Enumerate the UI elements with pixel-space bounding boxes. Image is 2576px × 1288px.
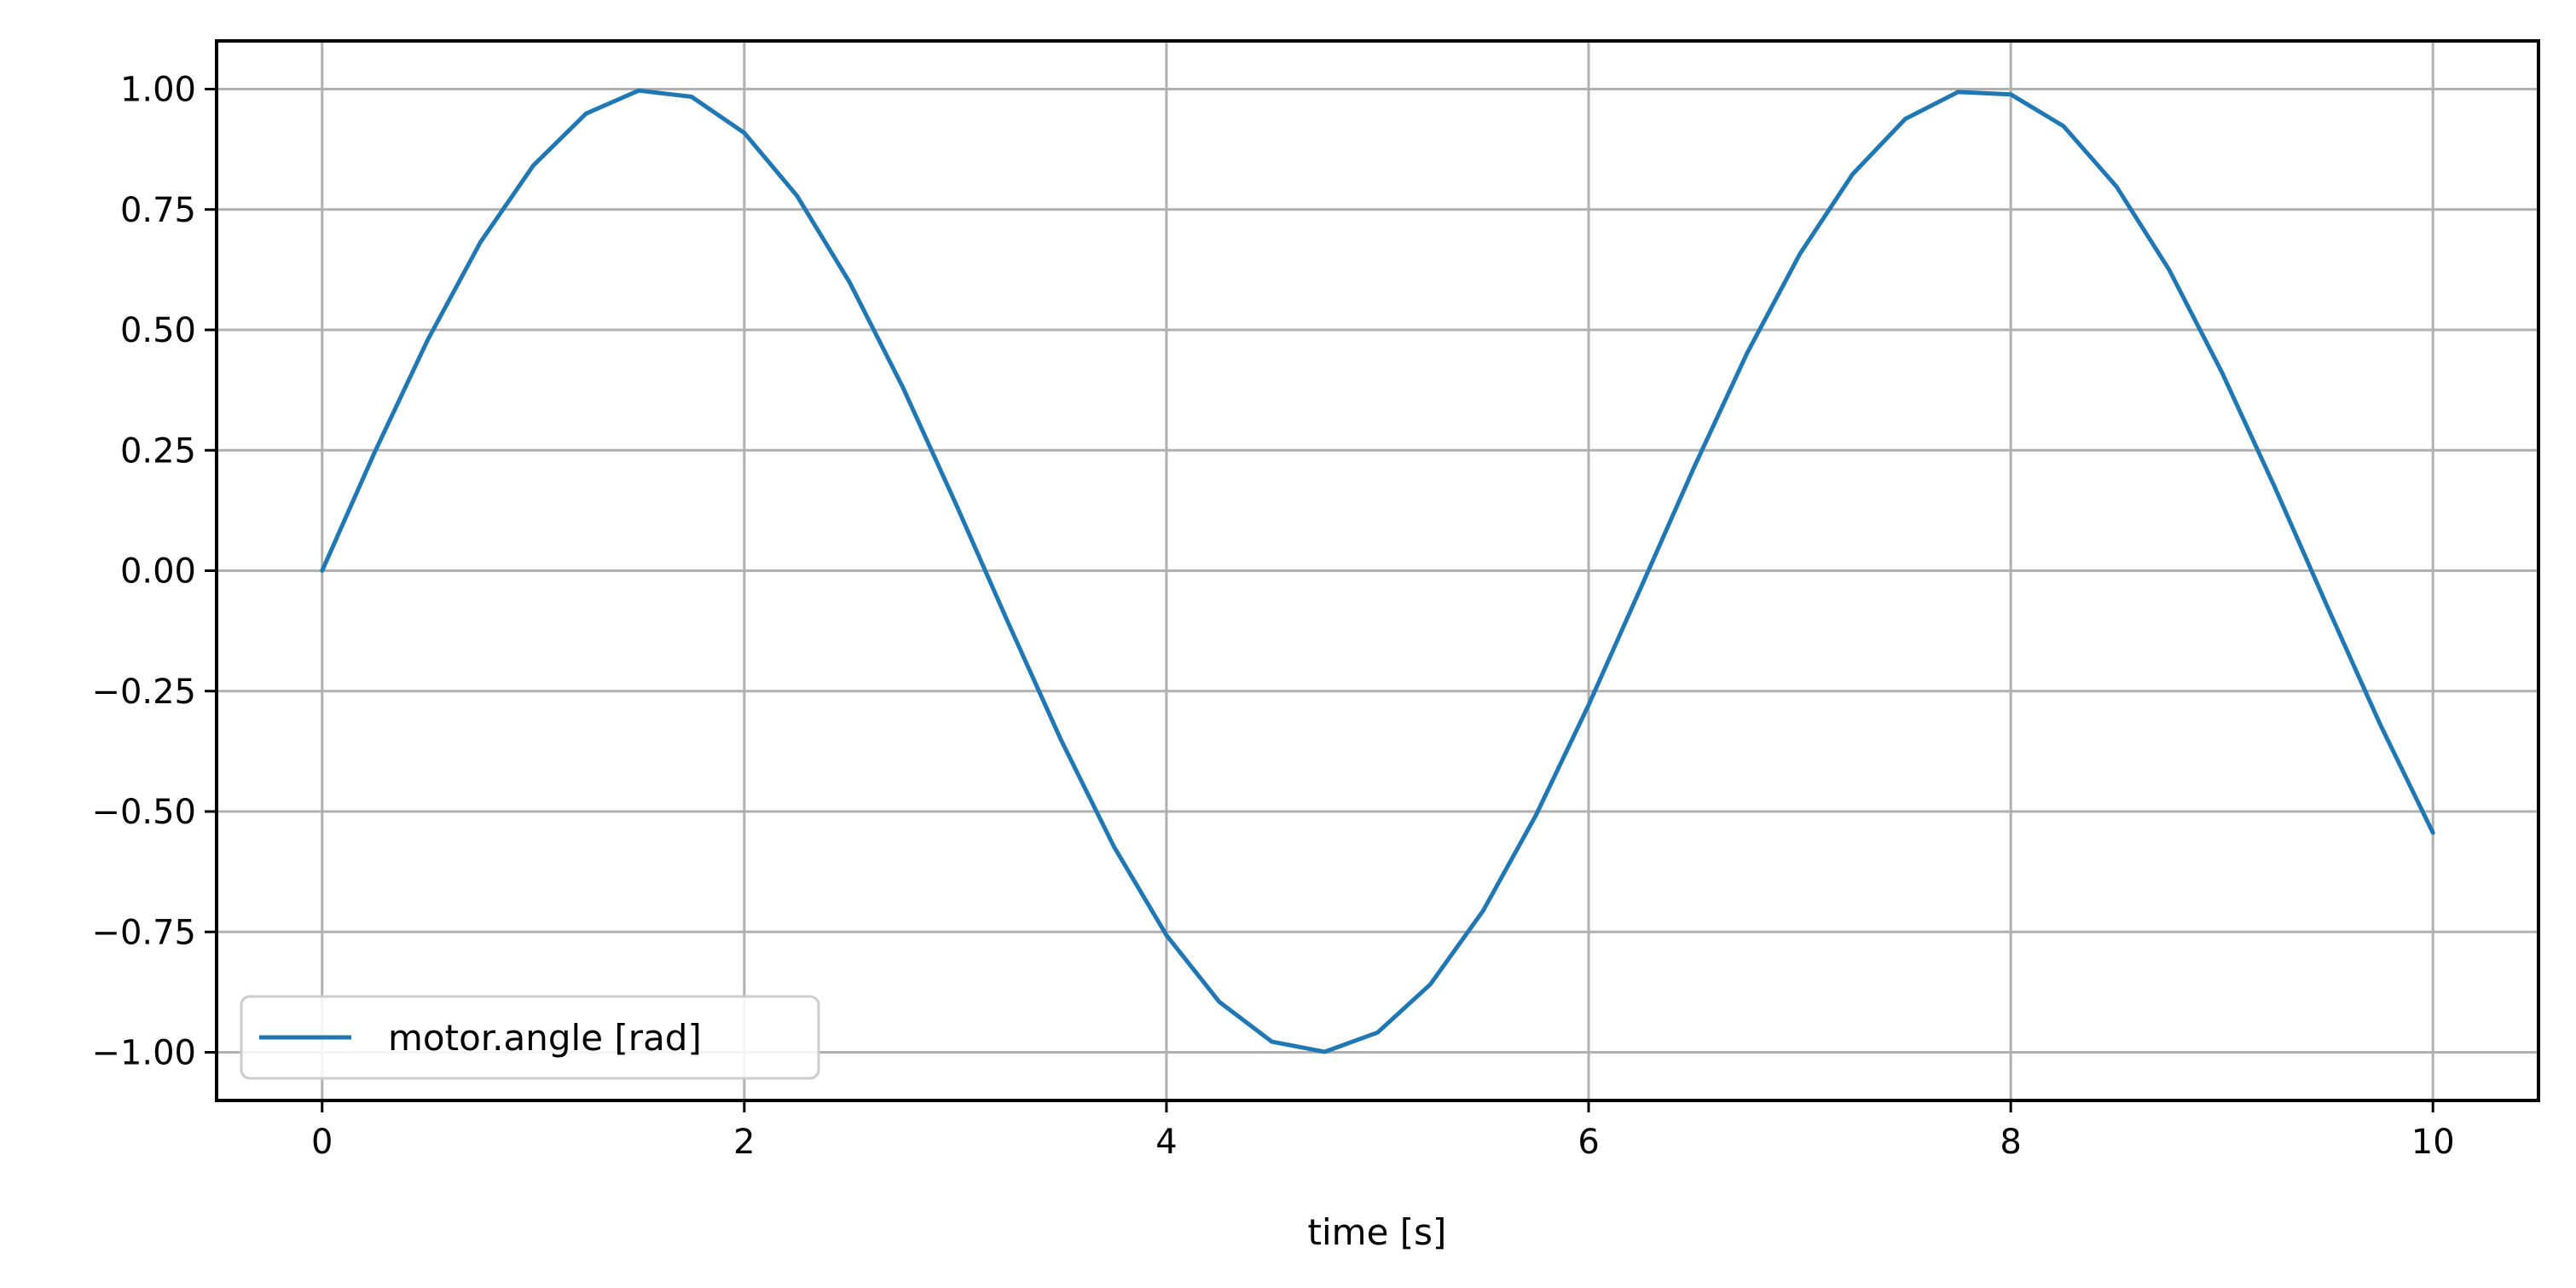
- y-tick-label: 0.50: [120, 311, 196, 350]
- x-axis-label: time [s]: [1308, 1211, 1447, 1253]
- y-tick-label: −1.00: [91, 1034, 196, 1073]
- axis-ticks: 0 2 4 6 8 10 1.00 0.75 0.50 0.25 0.00 −0.25 −0.50 −0.…: [91, 71, 2454, 1163]
- x-tick-label: 0: [311, 1123, 333, 1162]
- y-tick-label: −0.75: [91, 913, 196, 952]
- y-tick-label: 0.75: [120, 191, 196, 230]
- legend-box: [240, 995, 820, 1080]
- x-tick-label: 6: [1577, 1123, 1599, 1162]
- y-tick-label: −0.50: [91, 793, 196, 832]
- y-tick-label: −0.25: [91, 673, 196, 712]
- series-line-motor-angle: [320, 88, 2435, 1054]
- y-tick-label: 1.00: [120, 71, 196, 110]
- legend-label: motor.angle [rad]: [388, 1017, 702, 1059]
- x-tick-label: 8: [2000, 1123, 2021, 1162]
- grid: [217, 41, 2538, 1100]
- y-tick-label: 0.25: [120, 431, 196, 471]
- x-tick-label: 2: [733, 1123, 755, 1162]
- legend: motor.angle [rad]: [240, 995, 820, 1080]
- series-layer: [320, 88, 2435, 1054]
- x-tick-label: 10: [2411, 1123, 2455, 1162]
- y-tick-label: 0.00: [120, 552, 196, 592]
- x-tick-label: 4: [1155, 1123, 1177, 1162]
